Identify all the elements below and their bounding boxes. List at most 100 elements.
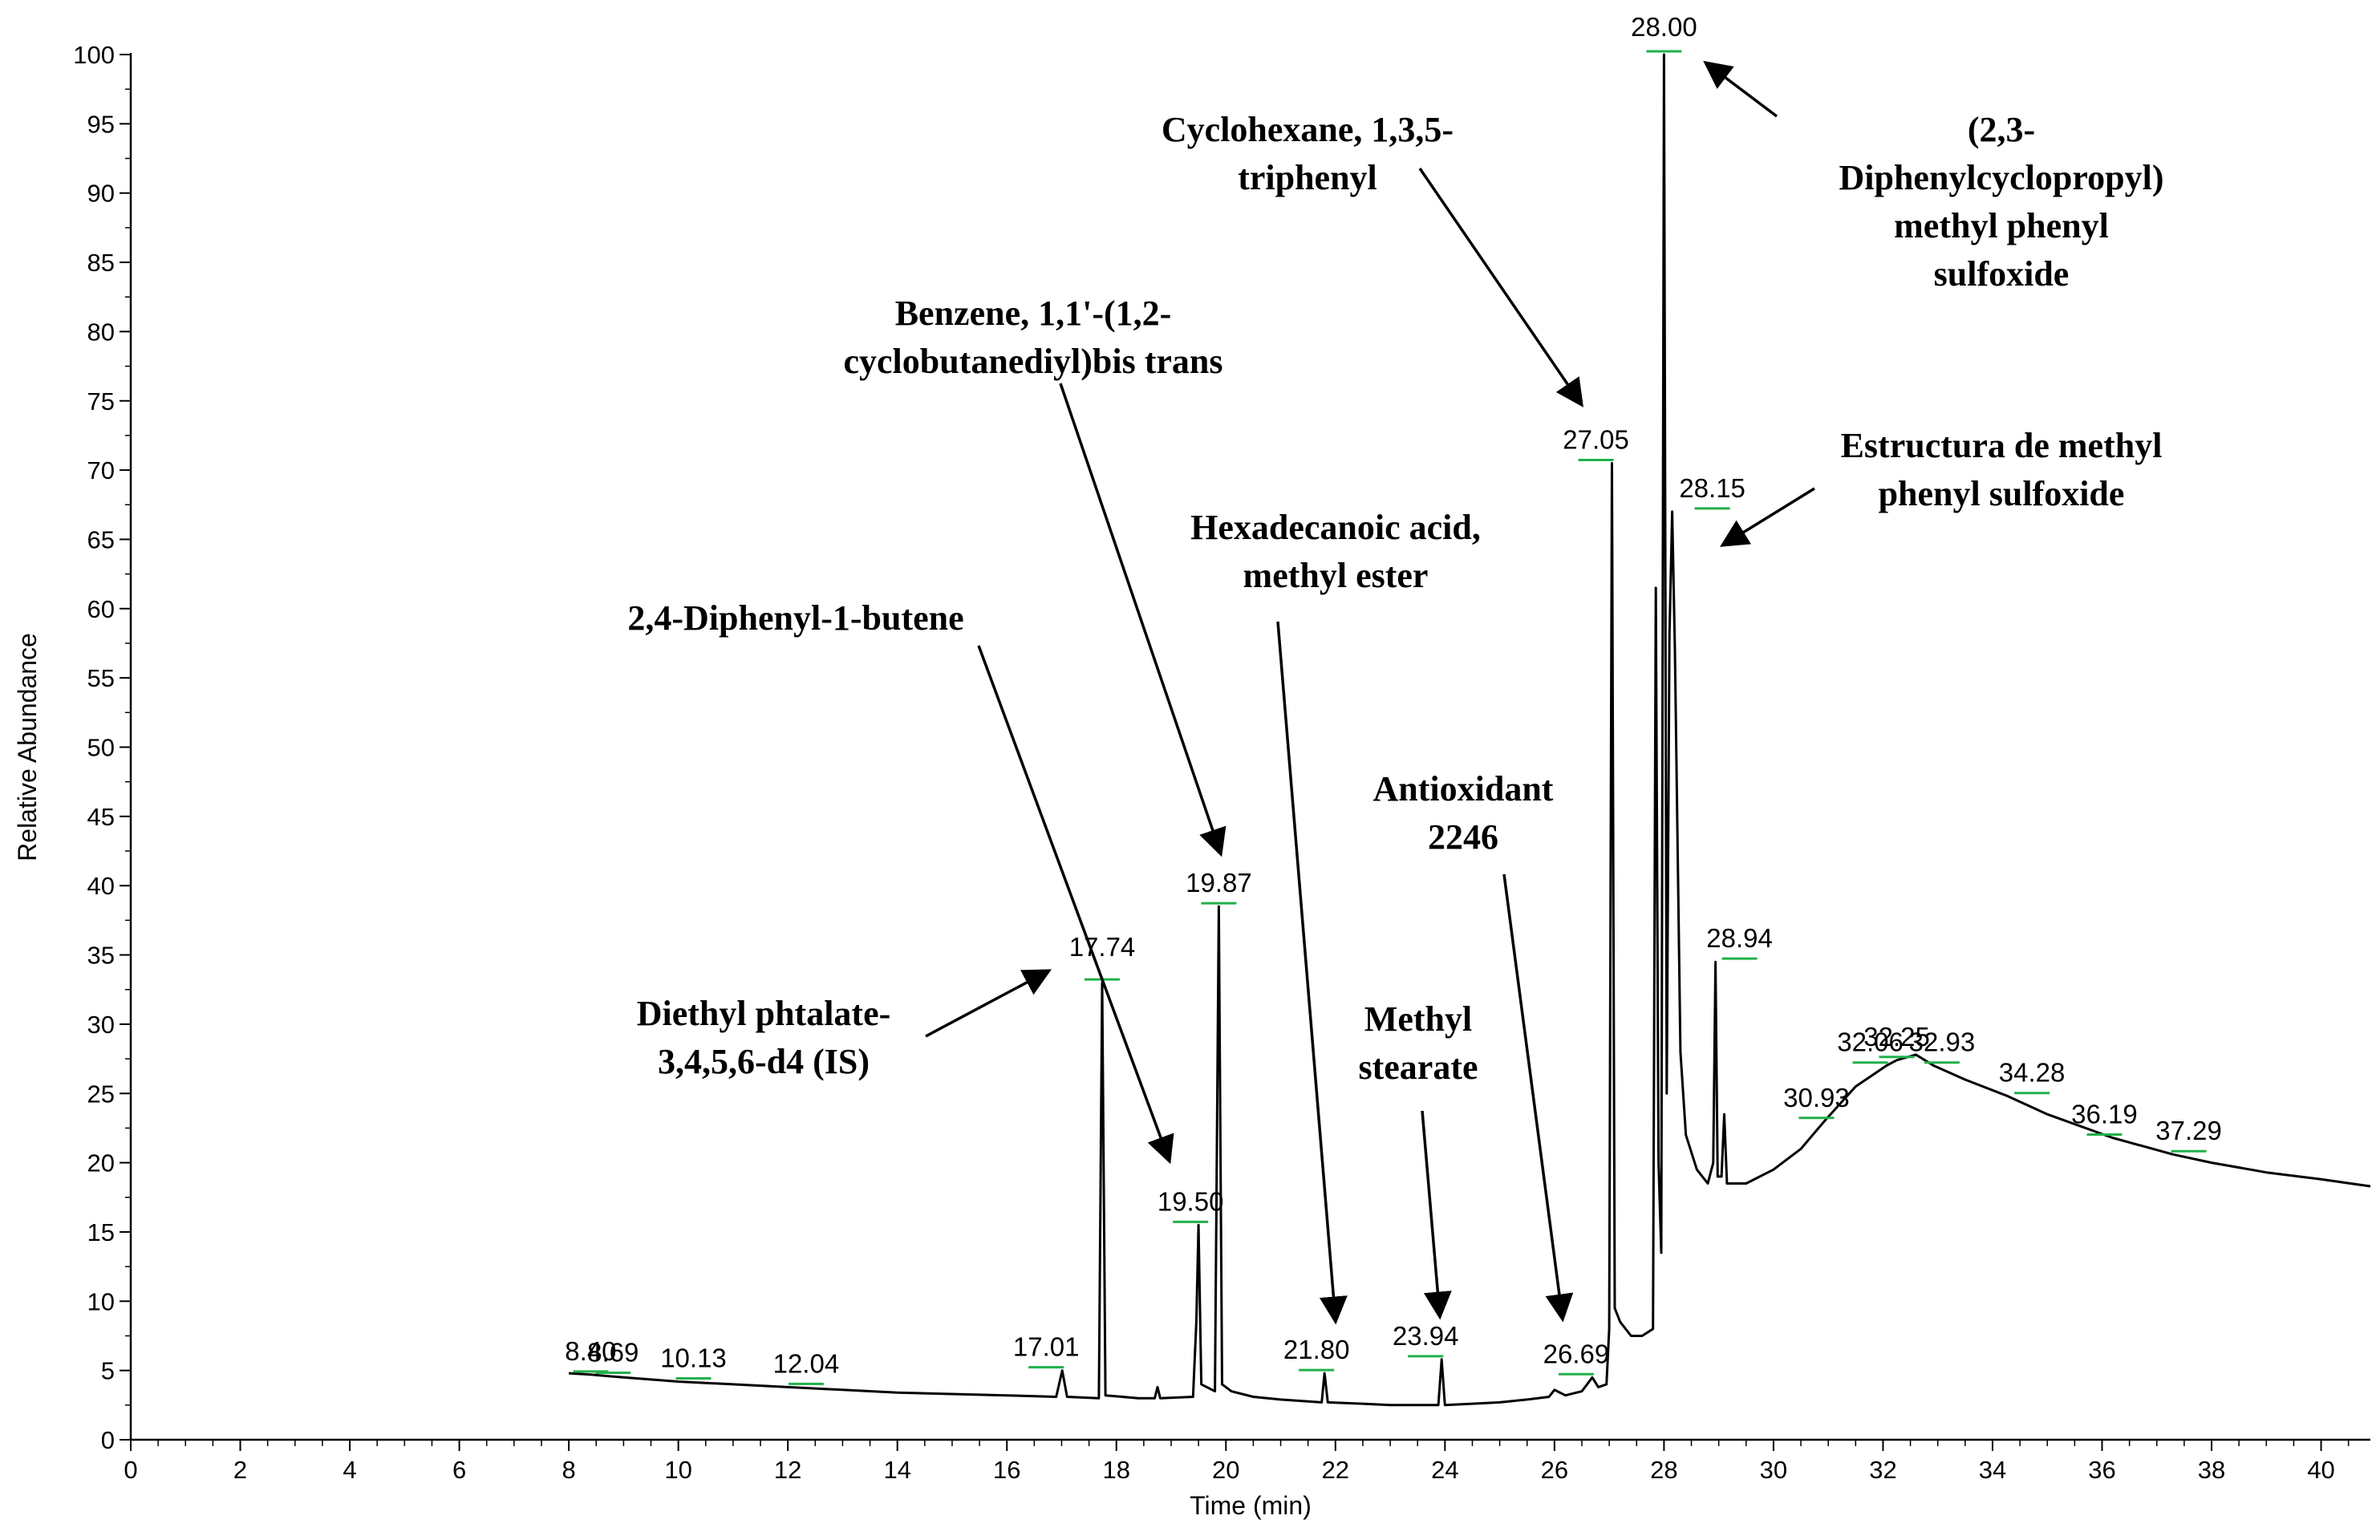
y-tick-label: 5: [101, 1357, 115, 1385]
peak-label: 30.93: [1783, 1083, 1850, 1112]
x-tick-label: 34: [1979, 1456, 2006, 1484]
peak-label: 34.28: [1999, 1058, 2066, 1088]
x-tick-label: 14: [883, 1456, 910, 1484]
annotation-text: triphenyl: [1238, 158, 1377, 197]
x-tick-label: 24: [1431, 1456, 1458, 1484]
annotation-text: 2246: [1428, 817, 1498, 857]
annotation-text: Estructura de methyl: [1841, 426, 2163, 465]
annotation-text: Diethyl phtalate-: [637, 994, 891, 1033]
y-tick-label: 90: [87, 180, 115, 208]
y-tick-label: 15: [87, 1218, 115, 1246]
y-tick-label: 45: [87, 803, 115, 831]
x-tick-label: 22: [1322, 1456, 1349, 1484]
peak-label: 27.05: [1563, 424, 1629, 454]
peak-label: 17.74: [1069, 932, 1136, 962]
peak-label: 28.94: [1706, 923, 1773, 953]
chromatogram-trace: [569, 53, 2371, 1407]
peak-label: 28.00: [1631, 12, 1697, 42]
annotation-text: (2,3-: [1968, 110, 2035, 149]
annotation-arrow: [925, 969, 1052, 1038]
annotation-arrow: [977, 645, 1174, 1165]
annotation-17-74: Diethyl phtalate- 3,4,5,6-d4 (IS): [637, 969, 1052, 1081]
x-tick-label: 12: [774, 1456, 801, 1484]
y-tick-label: 100: [73, 41, 115, 69]
annotation-26-69: Antioxidant 2246: [1373, 769, 1574, 1323]
annotation-19-50: 2,4-Diphenyl-1-butene: [627, 598, 1174, 1165]
annotation-text: Cyclohexane, 1,3,5-: [1162, 110, 1454, 149]
y-tick-label: 80: [87, 318, 115, 346]
peak-label: 19.50: [1158, 1186, 1224, 1216]
annotation-text: cyclobutanediyl)bis trans: [843, 342, 1222, 381]
peak-label: 19.87: [1186, 868, 1252, 898]
y-tick-label: 70: [87, 456, 115, 484]
x-tick-label: 8: [562, 1456, 575, 1484]
annotation-text: Methyl: [1364, 999, 1472, 1039]
annotation-text: 3,4,5,6-d4 (IS): [658, 1042, 870, 1081]
annotation-text: methyl phenyl: [1894, 206, 2109, 245]
peak-label: 28.15: [1679, 473, 1745, 503]
annotation-text: methyl ester: [1243, 556, 1429, 595]
annotation-text: sulfoxide: [1934, 254, 2070, 294]
y-tick-label: 10: [87, 1287, 115, 1315]
peak-label: 32.93: [1909, 1027, 1976, 1057]
peak-label: 17.01: [1013, 1332, 1080, 1362]
annotation-arrow: [1720, 487, 1815, 547]
y-tick-label: 60: [87, 595, 115, 623]
x-tick-label: 20: [1212, 1456, 1239, 1484]
x-tick-label: 6: [452, 1456, 466, 1484]
peak-label: 8.40: [565, 1336, 616, 1366]
annotation-text: phenyl sulfoxide: [1879, 474, 2125, 513]
x-tick-label: 28: [1650, 1456, 1677, 1484]
x-axis-title: Time (min): [1190, 1491, 1312, 1520]
peak-label: 8.69: [587, 1338, 639, 1368]
y-tick-label: 35: [87, 942, 115, 970]
annotation-19-87: Benzene, 1,1'-(1,2- cyclobutanediyl)bis t…: [843, 294, 1226, 857]
peak-label: 36.19: [2071, 1100, 2138, 1129]
x-tick-label: 2: [233, 1456, 247, 1484]
y-tick-label: 50: [87, 734, 115, 762]
peak-label: 10.13: [660, 1343, 727, 1372]
annotation-28-00: (2,3- Diphenylcyclopropyl) methyl phenyl su…: [1703, 60, 2164, 294]
annotation-text: stearate: [1358, 1048, 1478, 1087]
y-tick-label: 0: [101, 1426, 115, 1454]
x-tick-label: 0: [124, 1456, 137, 1484]
y-tick-label: 30: [87, 1011, 115, 1039]
y-tick-label: 20: [87, 1149, 115, 1177]
annotation-arrow: [1502, 873, 1574, 1323]
peak-labels: 8.408.69 10.13 12.04 17.01 17.74 19.50 19.87 21…: [565, 12, 2222, 1385]
x-tick-label: 38: [2198, 1456, 2225, 1484]
x-tick-label: 26: [1541, 1456, 1568, 1484]
peak-label: 21.80: [1283, 1335, 1350, 1364]
y-tick-label: 65: [87, 525, 115, 553]
annotation-text: Benzene, 1,1'-(1,2-: [895, 294, 1172, 333]
peak-label: 23.94: [1393, 1321, 1459, 1351]
trace-layer: [569, 53, 2371, 1407]
x-tick-label: 18: [1103, 1456, 1130, 1484]
peak-label: 12.04: [773, 1348, 840, 1378]
x-tick-label: 10: [664, 1456, 691, 1484]
y-tick-label: 75: [87, 387, 115, 415]
annotation-text: Hexadecanoic acid,: [1190, 508, 1481, 547]
x-tick-label: 36: [2088, 1456, 2115, 1484]
annotation-23-94: Methyl stearate: [1358, 999, 1478, 1320]
x-tick-label: 4: [343, 1456, 356, 1484]
peak-label: 32.25: [1863, 1022, 1930, 1052]
annotation-text: Diphenylcyclopropyl): [1839, 158, 2163, 197]
y-tick-label: 85: [87, 249, 115, 277]
annotation-text: Antioxidant: [1373, 769, 1554, 808]
annotation-arrow: [1703, 60, 1778, 118]
y-tick-label: 25: [87, 1080, 115, 1108]
x-tick-label: 30: [1760, 1456, 1787, 1484]
x-tick-label: 40: [2307, 1456, 2334, 1484]
annotation-27-05: Cyclohexane, 1,3,5- triphenyl: [1162, 110, 1583, 407]
annotation-arrow: [1059, 383, 1226, 857]
annotation-21-80: Hexadecanoic acid, methyl ester: [1190, 508, 1481, 1325]
annotation-arrow: [1421, 1110, 1452, 1320]
axes: 0510152025303540455055606570758085909510…: [73, 41, 2370, 1484]
peak-label: 26.69: [1543, 1339, 1610, 1368]
annotation-arrow: [1276, 621, 1348, 1325]
annotation-28-15: Estructura de methyl phenyl sulfoxide: [1720, 426, 2163, 547]
peak-label: 37.29: [2155, 1116, 2222, 1145]
x-tick-label: 32: [1869, 1456, 1896, 1484]
